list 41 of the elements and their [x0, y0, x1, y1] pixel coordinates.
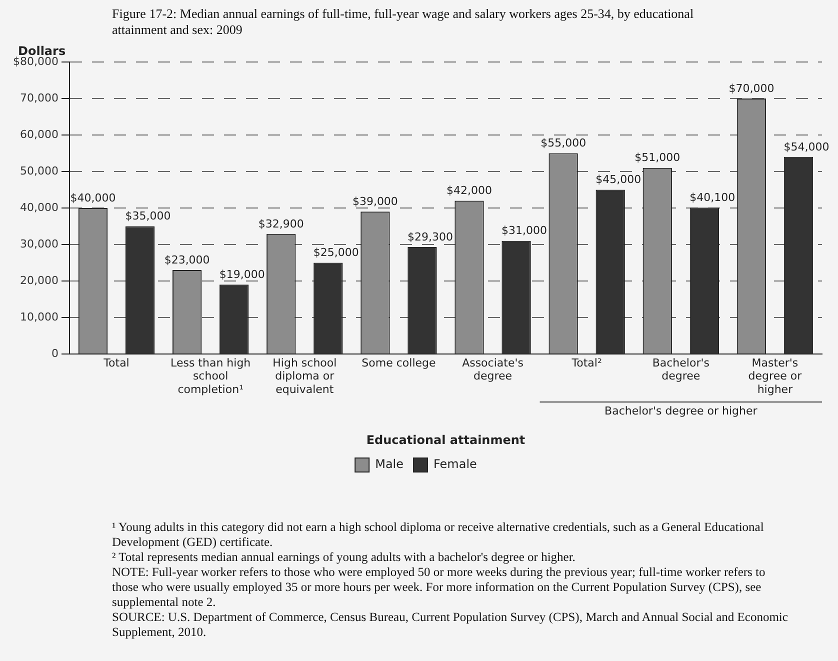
data-label: $31,000 [502, 224, 548, 238]
x-tick-label: Total² [570, 356, 602, 370]
y-tick-label: 10,000 [20, 310, 58, 324]
y-tick-label: 30,000 [20, 237, 58, 250]
text: ¹ Young adults in this category did not earn a high school diploma or receive alternative credentials, such as a General Educational Development (GED) certificate. [112, 520, 765, 550]
text: ² Total represents median annual earnings of young adults with a bachelor's degree or higher. [112, 550, 576, 565]
data-label: $29,300 [407, 230, 453, 244]
data-label: $19,000 [219, 268, 265, 282]
source-note: SOURCE: U.S. Department of Commerce, Census Bureau, Current Population Survey (CPS), March and Annual Social and Economic Supplement, 2010. [112, 610, 789, 640]
x-tick-label: Some college [362, 356, 436, 370]
data-label: $39,000 [352, 195, 398, 208]
y-tick-label: 0 [51, 346, 58, 360]
data-label: $40,100 [690, 190, 736, 204]
data-label: $42,000 [446, 184, 492, 198]
x-axis-title: Educational attainment [366, 432, 526, 447]
x-tick-label: Associate's degree [462, 356, 524, 383]
x-tick-label: Less than high school completion¹ [170, 356, 251, 396]
data-label: $32,900 [258, 217, 304, 230]
legend-label: Male [375, 457, 404, 472]
x-tick-label: Bachelor's degree [652, 356, 710, 383]
x-tick-label: High school diploma or equivalent [272, 356, 337, 396]
chart-title: Figure 17-2: Median annual earnings of full-time, full-year wage and salary workers ages 25-34, by educational attainment and sex: 2009 [112, 6, 695, 38]
y-tick-label: 40,000 [20, 200, 58, 214]
data-label: $55,000 [540, 136, 586, 150]
data-label: $25,000 [313, 246, 359, 260]
data-label: $70,000 [728, 82, 774, 95]
x-tick-label: Master's degree or higher [748, 356, 802, 396]
y-tick-label: 70,000 [20, 91, 58, 104]
legend-label: Female [434, 457, 477, 472]
data-label: $40,000 [70, 191, 116, 204]
data-label: $54,000 [784, 140, 830, 154]
data-label: $35,000 [125, 210, 171, 223]
y-tick-label: 50,000 [20, 164, 58, 178]
x-tick-label: Total [102, 356, 130, 370]
text: Bachelor's degree or higher [604, 404, 758, 418]
data-label: $51,000 [634, 151, 680, 164]
data-label: $23,000 [164, 253, 210, 266]
text: NOTE: Full-year worker refers to those who were employed 50 or more weeks during the previous year; full-time worker refers to those who were usually employed 35 or more hours per week. For more information on the Current Population Survey (CPS), see supplemental note 2. [112, 565, 766, 610]
y-tick-label: 60,000 [20, 128, 58, 141]
y-tick-label: 20,000 [20, 274, 58, 287]
data-label: $45,000 [596, 173, 642, 186]
